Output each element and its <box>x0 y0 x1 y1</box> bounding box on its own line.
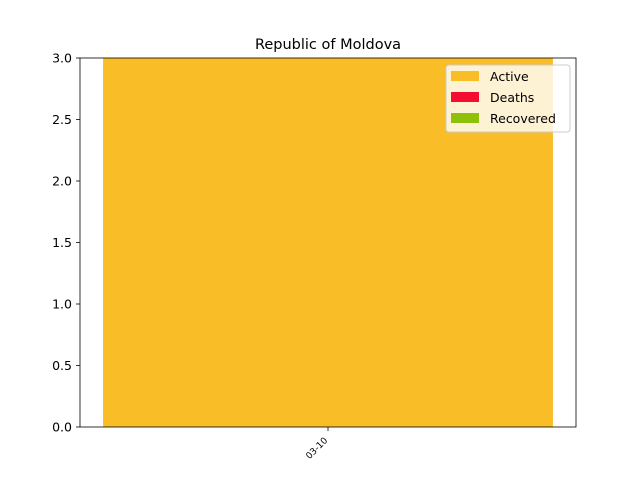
legend-swatch-recovered <box>451 113 479 123</box>
legend-swatch-active <box>451 71 479 81</box>
y-tick-label: 2.5 <box>52 112 72 127</box>
y-tick-label: 1.0 <box>52 297 72 312</box>
x-axis: 03-10 <box>305 427 331 462</box>
y-axis: 0.0 0.5 1.0 1.5 2.0 2.5 3.0 <box>52 51 80 435</box>
y-tick-label: 3.0 <box>52 51 72 66</box>
y-tick-label: 0.5 <box>52 358 72 373</box>
chart-title: Republic of Moldova <box>255 37 401 53</box>
y-tick-label: 0.0 <box>52 420 72 435</box>
legend-label-recovered: Recovered <box>490 111 556 126</box>
legend-label-active: Active <box>490 69 529 84</box>
y-tick-label: 2.0 <box>52 174 72 189</box>
legend: Active Deaths Recovered <box>445 64 571 133</box>
legend-label-deaths: Deaths <box>490 90 534 105</box>
legend-swatch-deaths <box>451 92 479 102</box>
x-tick-label: 03-10 <box>305 436 331 462</box>
y-tick-label: 1.5 <box>52 235 72 250</box>
